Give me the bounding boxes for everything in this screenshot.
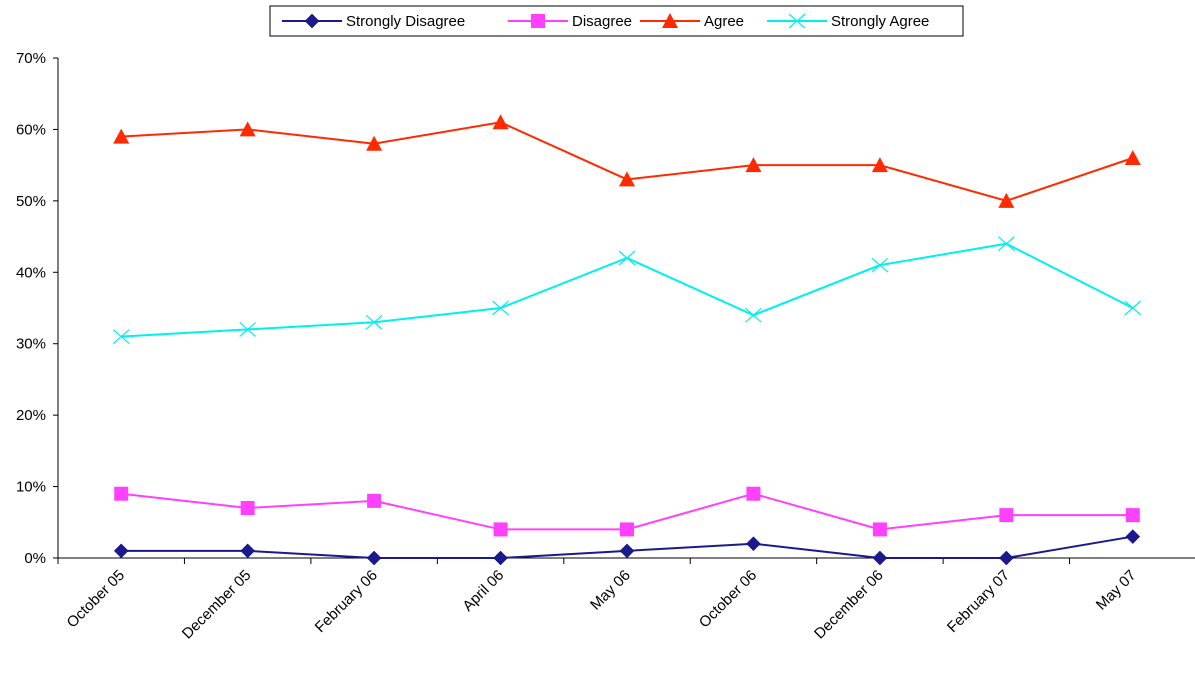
data-point: [1124, 150, 1141, 165]
data-point: [999, 508, 1014, 523]
data-point: [493, 550, 508, 566]
data-point: [746, 536, 761, 552]
data-point: [871, 257, 889, 273]
legend-marker: [304, 13, 320, 29]
data-point: [240, 501, 255, 515]
y-tick-label: 70%: [16, 50, 46, 67]
data-point: [493, 522, 508, 537]
data-point: [113, 128, 130, 144]
legend-item: Strongly Agree: [767, 13, 929, 30]
legend-label: Strongly Agree: [831, 13, 929, 30]
data-point: [1125, 529, 1141, 544]
data-point: [745, 157, 762, 173]
data-point: [365, 314, 383, 330]
marker-x-stroke: [788, 13, 806, 29]
data-point: [746, 486, 761, 501]
data-point: [998, 192, 1015, 208]
data-point: [872, 550, 888, 566]
legend-label: Disagree: [572, 13, 632, 30]
data-point: [492, 114, 509, 130]
y-tick-label: 50%: [16, 193, 46, 210]
data-point: [367, 493, 382, 508]
data-point: [745, 307, 762, 323]
data-point: [366, 550, 382, 566]
x-tick-label: April 06: [459, 567, 507, 615]
data-point: [114, 486, 129, 501]
axes: 0% 10% 20% 30% 40% 50% 60% 70% October 05 Decembe…: [16, 50, 1195, 643]
legend-marker: [662, 13, 678, 28]
legend-marker: [531, 14, 545, 28]
data-point: [998, 550, 1014, 566]
marker-x-stroke: [112, 329, 130, 345]
x-tick-label: October 06: [696, 567, 761, 632]
legend-item: Agree: [640, 13, 744, 30]
marker-x-stroke: [492, 300, 509, 316]
data-point: [997, 236, 1015, 252]
series-group: [112, 114, 1142, 566]
x-tick-label: October 05: [64, 567, 129, 632]
marker-x-stroke: [365, 314, 383, 330]
data-point: [492, 300, 509, 316]
marker-x-stroke: [239, 321, 257, 337]
data-point: [618, 250, 636, 266]
y-tick-label: 0%: [24, 550, 46, 567]
x-tick-label: December 06: [811, 567, 887, 643]
x-tick-label: May 06: [587, 567, 634, 614]
legend-marker: [788, 13, 806, 29]
marker-x-stroke: [871, 257, 889, 273]
x-tick-label: May 07: [1093, 567, 1140, 614]
marker-x-stroke: [1124, 300, 1142, 316]
y-tick-label: 40%: [16, 264, 46, 281]
legend-box: [269, 5, 964, 37]
data-point: [619, 171, 635, 187]
x-tick-label: December 05: [179, 567, 255, 643]
data-point: [1124, 300, 1142, 316]
series-strongly-agree: [112, 236, 1142, 345]
x-tick-label: February 06: [312, 567, 381, 636]
data-point: [872, 522, 887, 537]
legend-label: Agree: [704, 13, 744, 30]
legend-label: Strongly Disagree: [346, 13, 465, 30]
series-agree: [113, 114, 1141, 208]
data-point: [113, 543, 129, 559]
marker-x-stroke: [745, 307, 762, 323]
data-point: [366, 135, 383, 151]
legend-item: Strongly Disagree: [282, 13, 465, 30]
y-tick-label: 30%: [16, 336, 46, 353]
series-disagree: [114, 486, 1140, 537]
marker-x-stroke: [618, 250, 636, 266]
legend: Strongly Disagree Disagree Agree Strongly A…: [269, 5, 964, 37]
series-strongly-disagree: [113, 529, 1141, 566]
data-point: [871, 157, 888, 173]
data-point: [239, 321, 257, 337]
y-tick-label: 60%: [16, 121, 46, 138]
y-tick-label: 20%: [16, 407, 46, 424]
series-line: [121, 121, 1134, 202]
data-point: [240, 543, 256, 559]
data-point: [239, 121, 256, 137]
data-point: [620, 522, 634, 537]
x-tick-label: February 07: [944, 567, 1013, 636]
legend-item: Disagree: [508, 13, 632, 30]
data-point: [619, 543, 635, 559]
y-tick-label: 10%: [16, 479, 46, 496]
data-point: [1125, 508, 1140, 523]
data-point: [112, 329, 130, 345]
marker-x-stroke: [997, 236, 1015, 252]
